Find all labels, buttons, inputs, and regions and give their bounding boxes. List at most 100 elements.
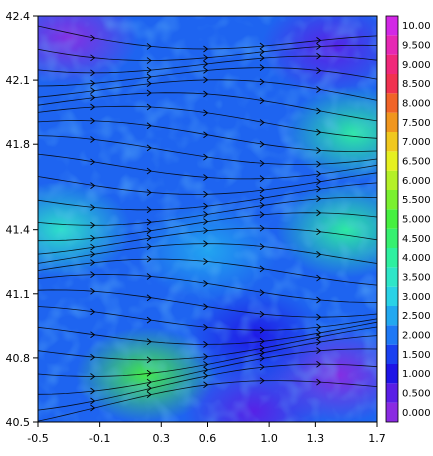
y-axis: 40.5 40.8 41.1 41.4 41.8 42.1 42.4 [6,10,38,429]
streamline-arrow [259,224,265,232]
colorbar-swatch [386,344,398,364]
streamline-arrow [146,167,152,175]
streamline-arrow [146,378,152,386]
streamline-arrow [203,202,209,210]
streamline-arrow [90,353,96,361]
colorbar-swatch [386,93,398,113]
streamline-arrow [146,57,152,64]
colorbar-label: 1.000 [402,369,431,380]
streamline-arrow [90,69,96,77]
streamline-arrow [259,377,265,385]
streamline-arrow [90,373,96,380]
x-tick-label: 0.3 [153,432,171,445]
colorbar-label: 1.500 [402,350,431,361]
colorbar-label: 3.000 [402,292,431,303]
streamline-arrow [90,94,96,101]
colorbar-swatch [386,228,398,248]
streamline-arrow [259,265,265,273]
streamline-arrow [146,234,152,242]
y-tick-label: 41.4 [6,224,31,237]
colorbar-swatch [386,306,398,326]
streamline-arrow [316,67,322,74]
streamline-arrow [259,78,265,86]
streamline-arrow [203,258,209,265]
streamline-arrow [259,175,265,183]
streamline-arrow [259,289,265,296]
streamline-arrow [90,158,96,166]
streamline-arrow [316,147,322,154]
streamline-arrow [146,66,152,74]
colorbar-swatch [386,35,398,55]
streamline-arrow [259,211,265,218]
streamline-arrow [90,387,96,395]
streamline-arrow [146,338,152,346]
colorbar-label: 5.000 [402,215,431,226]
x-tick-label: 1.7 [368,432,386,445]
colorbar-swatch [386,170,398,190]
streamline-arrow [259,42,265,50]
colorbar-swatch [386,132,398,152]
streamline-arrow [316,170,322,178]
colorbar-swatch [386,325,398,345]
streamline-arrow [146,316,152,324]
streamline-arrow [146,369,152,377]
streamline-arrow [90,404,96,412]
colorbar-label: 9.000 [402,60,431,71]
y-tick-label: 41.1 [6,288,31,301]
streamline-arrow [90,117,96,125]
colorbar-label: 0.000 [402,408,431,419]
colorbar-swatch [386,190,398,210]
streamline-arrow [316,178,322,186]
streamline-arrow [146,43,152,50]
streamline-arrow [203,76,209,84]
streamline-arrow [146,89,152,97]
colorbar-label: 9.500 [402,41,431,52]
streamline-arrow [259,160,265,167]
streamline-arrow [203,227,209,234]
colorbar-label: 2.000 [402,331,431,342]
streamline-arrow [316,251,322,258]
colorbar-frame [385,15,399,423]
field-texture [38,16,377,422]
streamline-arrow [259,194,265,202]
y-tick-label: 41.8 [6,138,31,151]
colorbar-label: 4.000 [402,253,431,264]
streamline-arrow [259,54,265,62]
streamline-arrow [90,34,96,42]
streamline-arrow [316,43,322,50]
streamline-arrow [146,144,152,152]
streamline-arrow [146,218,152,226]
streamline-arrow [259,349,265,357]
y-tick-label: 42.4 [6,10,31,23]
streamline-arrow [316,107,322,115]
streamline-arrow [316,338,322,346]
streamline-arrow [203,353,209,360]
colorbar-swatch [386,286,398,306]
colorbar-swatch [386,151,398,171]
streamline-arrow [203,45,209,53]
streamline-arrow [146,80,152,87]
streamline-arrow [90,204,96,211]
streamline-arrow [90,331,96,339]
streamline-arrow [203,54,209,62]
streamline-arrow [90,136,96,143]
colorbar-label: 10.00 [402,21,431,32]
streamline-arrow [316,360,322,368]
streamline-arrow [203,190,209,198]
streamline-arrow [203,372,209,380]
streamline-arrow [203,109,209,117]
streamline-arrow [203,303,209,311]
streamline-arrow [203,366,209,374]
colorbar-swatch [386,267,398,287]
streamline-arrow [146,189,152,196]
streamline-arrow [90,271,96,278]
streamline-arrow [316,333,322,341]
streamline-arrow [90,54,96,62]
streamline-arrow [203,90,209,98]
streamline-arrow [316,185,322,193]
streamline-arrow [146,243,152,250]
colorbar-swatch [386,112,398,132]
colorbar-label: 3.500 [402,273,431,284]
streamline-arrow [146,255,152,263]
